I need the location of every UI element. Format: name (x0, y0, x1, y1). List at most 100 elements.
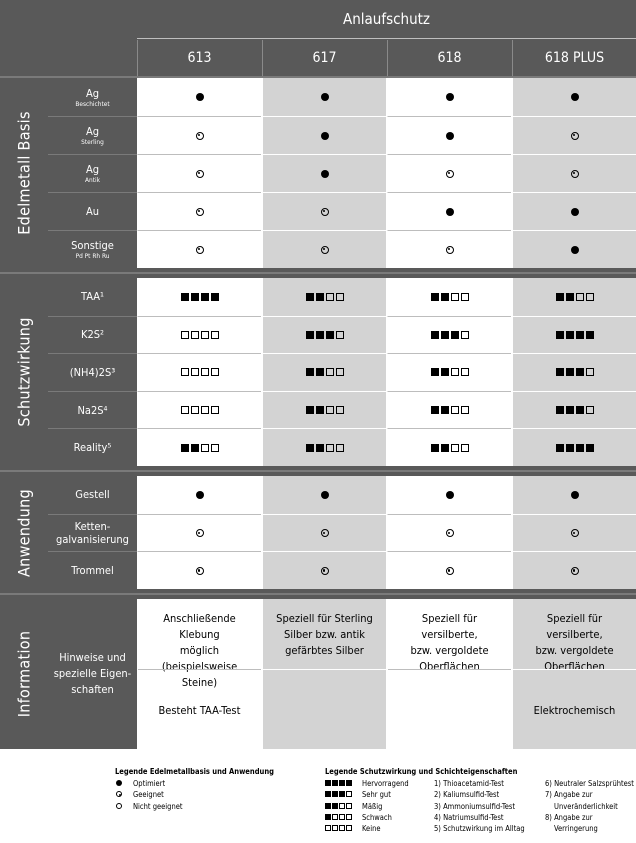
empty-square-icon (460, 406, 469, 415)
empty-square-icon (210, 330, 219, 339)
empty-square-icon (585, 368, 594, 377)
table-cell (262, 230, 386, 268)
empty-square-icon (335, 368, 344, 377)
table-cell (387, 428, 511, 466)
filled-circle-icon (195, 93, 204, 101)
dotted-circle-icon (445, 245, 454, 254)
empty-square-icon (460, 443, 469, 452)
row-label: Ag Antik (48, 154, 137, 192)
separator-line (0, 76, 636, 78)
filled-square-icon (555, 368, 564, 377)
filled-circle-icon (570, 207, 579, 216)
filled-square-icon (190, 292, 199, 301)
column-header-1: 617 (262, 40, 386, 76)
row-label: TAA¹ (48, 278, 137, 316)
rating-symbol (555, 443, 595, 452)
filled-square-icon (305, 368, 314, 377)
rating-symbol (555, 406, 595, 415)
row-label-text: Au (85, 205, 100, 218)
rating-symbol (305, 292, 345, 301)
table-cell (262, 428, 386, 466)
empty-square-icon (345, 791, 352, 798)
empty-square-icon (575, 292, 584, 301)
information-note: Anschließende Klebung möglich (beispielsw… (138, 611, 261, 691)
filled-circle-icon (320, 169, 329, 178)
filled-square-icon (430, 292, 439, 301)
information-note-line: Anschließende Klebung (163, 612, 236, 642)
information-row-label-text: schaften (71, 683, 114, 697)
filled-square-icon (575, 368, 584, 377)
filled-circle-icon (570, 490, 579, 499)
column-header-0: 613 (137, 40, 261, 76)
table-cell (262, 154, 386, 192)
information-cell: Speziell für Sterling Silber bzw. antik ge… (262, 599, 386, 750)
table-cell (262, 278, 386, 316)
row-label-text: galvanisierung (56, 533, 129, 547)
row-label: Reality⁵ (48, 428, 137, 466)
table-cell (512, 315, 636, 354)
rating-symbol (430, 406, 470, 415)
dotted-circle-icon (445, 529, 454, 538)
dotted-circle-icon (570, 169, 579, 178)
empty-square-icon (450, 292, 459, 301)
empty-square-icon (200, 443, 209, 452)
rating-symbol (430, 368, 470, 377)
filled-square-icon (440, 443, 449, 452)
section-information-label-area (0, 599, 137, 750)
filled-circle-icon (445, 490, 454, 499)
empty-square-icon (325, 443, 334, 452)
separator-line (0, 470, 636, 472)
filled-square-icon (585, 443, 594, 452)
empty-square-icon (331, 825, 338, 832)
legend-squares (324, 791, 352, 798)
information-note-line: gefärbtes Silber (285, 644, 364, 658)
filled-circle-icon (320, 93, 329, 101)
table-cell (137, 192, 261, 230)
table-cell (262, 353, 386, 391)
rating-symbol (430, 443, 470, 452)
table-cell (512, 116, 636, 154)
empty-square-icon (180, 406, 189, 415)
table-cell (512, 476, 636, 514)
table-cell (262, 476, 386, 514)
dotted-circle-icon (195, 245, 204, 254)
filled-square-icon (430, 406, 439, 415)
filled-square-icon (315, 292, 324, 301)
row-label: Gestell (48, 476, 137, 514)
table-cell (512, 551, 636, 590)
information-property: Besteht TAA-Test (158, 704, 241, 718)
table-cell (137, 551, 261, 590)
information-note-line: Speziell für versilberte, (546, 612, 603, 642)
information-note: Speziell für versilberte, bzw. vergoldete… (388, 611, 511, 675)
empty-square-icon (335, 406, 344, 415)
empty-square-icon (190, 406, 199, 415)
dotted-circle-icon (445, 566, 454, 575)
row-label: Ketten-galvanisierung (48, 513, 137, 552)
row-label: K2S² (48, 315, 137, 354)
dotted-circle-icon (195, 529, 204, 538)
empty-square-icon (460, 330, 469, 339)
information-note: Speziell für Sterling Silber bzw. antik ge… (263, 611, 386, 659)
table-cell (137, 513, 261, 552)
separator-line (0, 593, 636, 596)
information-row-label-text: spezielle Eigen- (53, 667, 132, 681)
filled-square-icon (324, 813, 331, 820)
filled-square-icon (315, 368, 324, 377)
information-note-line: Oberflächen (419, 660, 480, 674)
table-cell (137, 428, 261, 466)
section-edelmetall-title: Edelmetall Basis (14, 111, 34, 235)
row-label-text: Ag (85, 86, 100, 100)
table-cell (137, 476, 261, 514)
empty-square-icon (460, 368, 469, 377)
filled-square-icon (440, 406, 449, 415)
row-label: Na2S⁴ (48, 390, 137, 429)
row-label-text: Na2S⁴ (77, 403, 108, 417)
table-cell (512, 353, 636, 391)
filled-square-icon (305, 292, 314, 301)
empty-square-icon (450, 443, 459, 452)
filled-square-icon (565, 292, 574, 301)
rating-symbol (180, 330, 220, 339)
dotted-circle-icon (570, 131, 579, 140)
empty-square-icon (450, 368, 459, 377)
table-cell (387, 192, 511, 230)
